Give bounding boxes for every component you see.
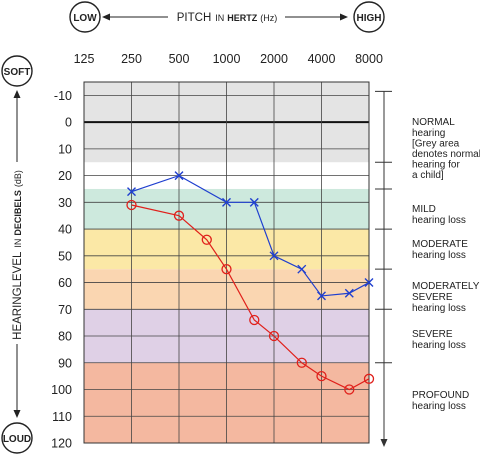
data-point-o: [221, 264, 232, 275]
data-point-o: [344, 384, 355, 395]
x-tick-labels: 125 250 500 1000 2000 4000 8000: [74, 52, 383, 66]
data-series: [126, 171, 375, 395]
data-point-o: [363, 373, 375, 384]
data-point-o: [173, 210, 185, 221]
data-point-x: [344, 288, 354, 298]
data-point-x: [127, 187, 136, 197]
pitch-arrowhead-left: [102, 13, 110, 21]
data-point-o: [126, 199, 137, 211]
y-tick-label: 50: [58, 249, 72, 263]
y-tick-label: -10: [54, 89, 72, 103]
x-axis-header: LOW HIGH PITCH IN HERTZ (Hz): [69, 1, 385, 33]
data-point-x: [222, 197, 231, 207]
x-tick-label: 1000: [213, 52, 241, 66]
high-label: HIGH: [357, 13, 382, 24]
level-arrowhead-up: [13, 90, 21, 98]
data-point-x: [364, 278, 374, 288]
y-tick-label: 90: [58, 356, 72, 370]
soft-label: SOFT: [4, 67, 31, 78]
severity-annotations: NORMAL hearing [Grey area denotes normal…: [412, 117, 480, 412]
x-tick-label: 250: [121, 52, 142, 66]
x-tick-label: 4000: [308, 52, 336, 66]
data-point-x: [269, 251, 279, 261]
high-badge: [353, 1, 385, 33]
data-point-x: [297, 264, 307, 274]
annotation-profound: PROFOUND hearing loss: [412, 390, 472, 412]
loud-badge: [1, 422, 33, 454]
y-tick-label: 60: [58, 276, 72, 290]
series-line-o: [131, 204, 370, 391]
y-tick-label: 30: [58, 196, 72, 210]
y-tick-label: 40: [58, 223, 72, 237]
annotation-normal: NORMAL hearing [Grey area denotes normal…: [412, 117, 480, 181]
y-tick-label: 20: [58, 169, 72, 183]
loud-label: LOUD: [3, 434, 31, 445]
data-point-x: [249, 197, 259, 207]
annotation-moderate: MODERATE hearing loss: [412, 239, 471, 261]
y-tick-labels: -10 0 10 20 30 40 50 60 70 80 90 100 110 120: [51, 89, 72, 451]
x-tick-label: 8000: [355, 52, 383, 66]
y-axis-header: SOFT LOUD HEARINGLEVELINDECIBELS(dB): [1, 55, 33, 454]
data-point-x: [317, 291, 326, 301]
low-badge: [69, 1, 101, 33]
chart-grid: [83, 81, 370, 444]
y-tick-label: 70: [58, 303, 72, 317]
y-axis-title: HEARINGLEVELINDECIBELS(dB): [12, 170, 24, 340]
data-point-o: [316, 370, 327, 382]
low-label: LOW: [73, 13, 97, 24]
x-axis-title: PITCH IN HERTZ (Hz): [177, 12, 278, 24]
bracket-arrowhead: [380, 439, 388, 447]
annotation-mild: MILD hearing loss: [412, 204, 466, 226]
y-tick-label: 100: [51, 383, 72, 397]
level-arrowhead-down: [13, 410, 21, 418]
x-tick-label: 500: [169, 52, 190, 66]
data-point-o: [268, 330, 280, 342]
y-tick-label: 0: [65, 116, 72, 130]
y-tick-label: 80: [58, 330, 72, 344]
data-point-o: [296, 357, 307, 368]
x-tick-label: 125: [74, 52, 95, 66]
data-point-x: [174, 171, 184, 181]
y-tick-label: 120: [51, 437, 72, 451]
data-point-o: [201, 234, 212, 245]
severity-bracket: [375, 90, 392, 447]
data-point-o: [249, 314, 260, 326]
soft-badge: [1, 55, 33, 87]
plot-border: [83, 81, 370, 444]
pitch-arrowhead-right: [340, 13, 348, 21]
annotation-moderately-severe: MODERATELY SEVERE hearing loss: [412, 281, 480, 314]
x-tick-label: 2000: [260, 52, 288, 66]
y-tick-label: 10: [58, 142, 72, 156]
annotation-severe: SEVERE hearing loss: [412, 329, 466, 351]
y-tick-label: 110: [52, 410, 72, 424]
